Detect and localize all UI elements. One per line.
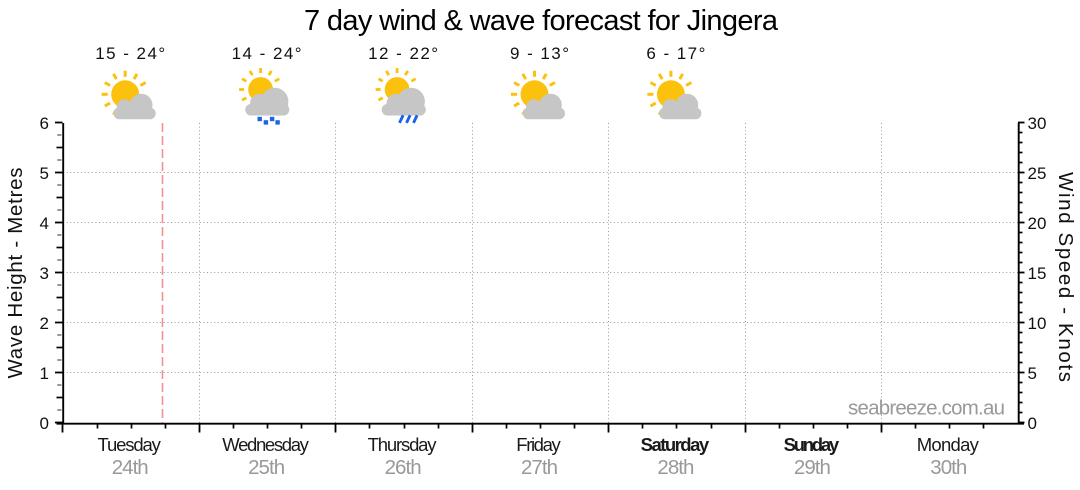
svg-text:30: 30 — [1028, 114, 1047, 133]
svg-text:Monday: Monday — [917, 434, 980, 455]
svg-text:4: 4 — [40, 214, 49, 233]
svg-text:5: 5 — [40, 164, 49, 183]
svg-text:12 - 22°: 12 - 22° — [368, 44, 438, 63]
svg-text:26th: 26th — [385, 456, 422, 479]
svg-text:30th: 30th — [930, 456, 967, 479]
svg-text:0: 0 — [40, 414, 49, 433]
svg-text:Tuesday: Tuesday — [98, 434, 162, 455]
svg-text:20: 20 — [1028, 214, 1047, 233]
svg-text:Thursday: Thursday — [368, 434, 438, 455]
svg-text:1: 1 — [40, 364, 49, 383]
svg-text:2: 2 — [40, 314, 49, 333]
svg-text:10: 10 — [1028, 314, 1047, 333]
svg-text:25th: 25th — [248, 456, 285, 479]
svg-text:7 day wind & wave forecast for: 7 day wind & wave forecast for Jingera — [304, 5, 779, 37]
svg-text:5: 5 — [1028, 364, 1037, 383]
svg-text:29th: 29th — [794, 456, 831, 479]
svg-text:Wave Height - Metres: Wave Height - Metres — [4, 168, 27, 379]
svg-text:25: 25 — [1028, 164, 1047, 183]
svg-text:Sunday: Sunday — [784, 434, 840, 455]
svg-text:3: 3 — [40, 264, 49, 283]
svg-text:15: 15 — [1028, 264, 1047, 283]
svg-text:27th: 27th — [521, 456, 558, 479]
svg-text:28th: 28th — [657, 456, 694, 479]
svg-text:Friday: Friday — [516, 434, 561, 455]
svg-text:15 - 24°: 15 - 24° — [95, 44, 165, 63]
svg-text:0: 0 — [1028, 414, 1037, 433]
svg-text:14 - 24°: 14 - 24° — [232, 44, 302, 63]
svg-text:Wind Speed - Knots: Wind Speed - Knots — [1054, 172, 1077, 382]
svg-text:6 - 17°: 6 - 17° — [646, 44, 705, 63]
svg-text:9 - 13°: 9 - 13° — [510, 44, 569, 63]
svg-text:Wednesday: Wednesday — [222, 434, 309, 455]
svg-text:6: 6 — [40, 114, 49, 133]
svg-text:seabreeze.com.au: seabreeze.com.au — [848, 397, 1005, 420]
svg-text:Saturday: Saturday — [641, 434, 710, 455]
svg-text:24th: 24th — [112, 456, 149, 479]
